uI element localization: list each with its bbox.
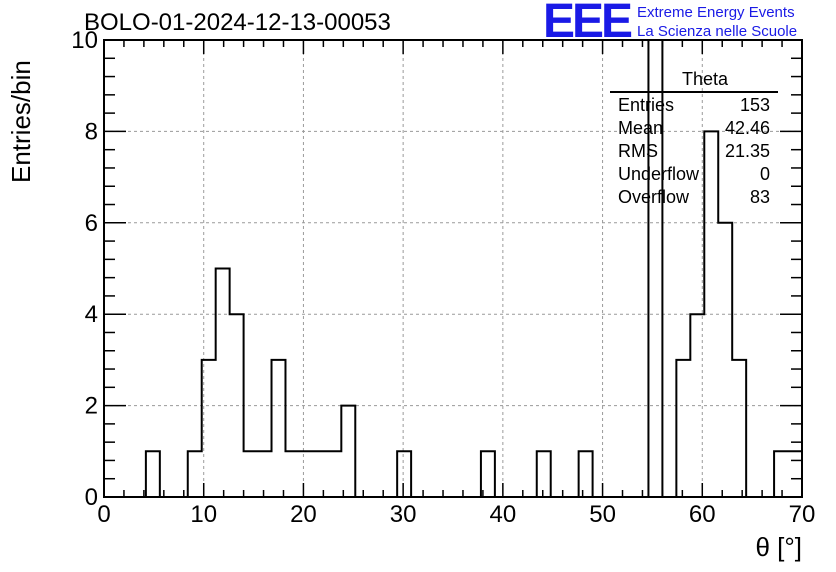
histogram-bin — [397, 451, 411, 497]
histogram-bin — [732, 360, 746, 497]
stats-value: 21.35 — [724, 141, 770, 161]
x-tick-label: 70 — [789, 501, 816, 528]
histogram-bin — [788, 451, 802, 497]
histogram-bin — [579, 451, 593, 497]
x-tick-label: 50 — [589, 501, 616, 528]
plot-frame — [103, 39, 803, 498]
brand-text: Extreme Energy Events La Scienza nelle S… — [637, 3, 797, 41]
stats-row: Entries 153 — [610, 94, 778, 117]
x-tick-label: 10 — [190, 501, 217, 528]
y-axis-label: Entries/bin — [6, 60, 36, 183]
eee-logo: EEE — [543, 0, 633, 48]
histogram-bin — [313, 451, 327, 497]
stats-box: Theta Entries 153 Mean 42.46 RMS 21.35 Unde… — [610, 68, 778, 209]
y-tick-label: 4 — [85, 301, 98, 328]
x-axis-label: θ [°] — [755, 532, 802, 562]
histogram-bin — [146, 451, 160, 497]
stats-value: 153 — [739, 95, 770, 115]
brand-line-2: La Scienza nelle Scuole — [637, 23, 798, 40]
stats-row: Overflow 83 — [610, 186, 778, 209]
x-tick-label: 60 — [689, 501, 716, 528]
stats-label: Mean — [618, 118, 664, 138]
stats-row: Underflow 0 — [610, 163, 778, 186]
grid-lines — [104, 39, 802, 497]
histogram-bin — [202, 360, 216, 497]
x-tick-label: 0 — [97, 501, 110, 528]
histogram-bin — [272, 360, 286, 497]
histogram-bin — [327, 451, 341, 497]
stats-value: 83 — [749, 187, 770, 207]
y-tick-label: 8 — [85, 118, 98, 145]
histogram-bin — [718, 223, 732, 497]
stats-row: Mean 42.46 — [610, 117, 778, 140]
histogram-bin — [676, 360, 690, 497]
x-tick-label: 30 — [390, 501, 417, 528]
histogram-bin — [341, 406, 355, 497]
y-tick-label: 0 — [85, 484, 98, 511]
stats-label: Overflow — [618, 187, 690, 207]
stats-title: Theta — [681, 69, 729, 89]
histogram-bin — [258, 451, 272, 497]
tick-labels: 0 10 20 30 40 50 60 70 0 2 4 6 8 10 — [71, 27, 815, 528]
brand-line-1: Extreme Energy Events — [637, 4, 795, 21]
histogram-bin — [537, 451, 551, 497]
stats-label: Entries — [618, 95, 675, 115]
stats-divider — [610, 91, 778, 93]
y-tick-label: 6 — [85, 210, 98, 237]
histogram-bin — [216, 269, 230, 498]
histogram-bin — [188, 451, 202, 497]
histogram-bin — [299, 451, 313, 497]
stats-label: Underflow — [618, 164, 700, 184]
stats-label: RMS — [618, 141, 658, 161]
y-tick-label: 2 — [85, 393, 98, 420]
stats-value: 42.46 — [724, 118, 770, 138]
y-tick-label: 10 — [71, 27, 98, 54]
stats-row: RMS 21.35 — [610, 140, 778, 163]
histogram-bin — [285, 451, 299, 497]
x-tick-label: 20 — [290, 501, 317, 528]
histogram-bin — [244, 451, 258, 497]
stats-value: 0 — [759, 164, 770, 184]
chart-title: BOLO-01-2024-12-13-00053 — [84, 9, 391, 36]
histogram-bin — [774, 451, 788, 497]
x-tick-label: 40 — [490, 501, 517, 528]
axis-ticks — [103, 39, 803, 498]
